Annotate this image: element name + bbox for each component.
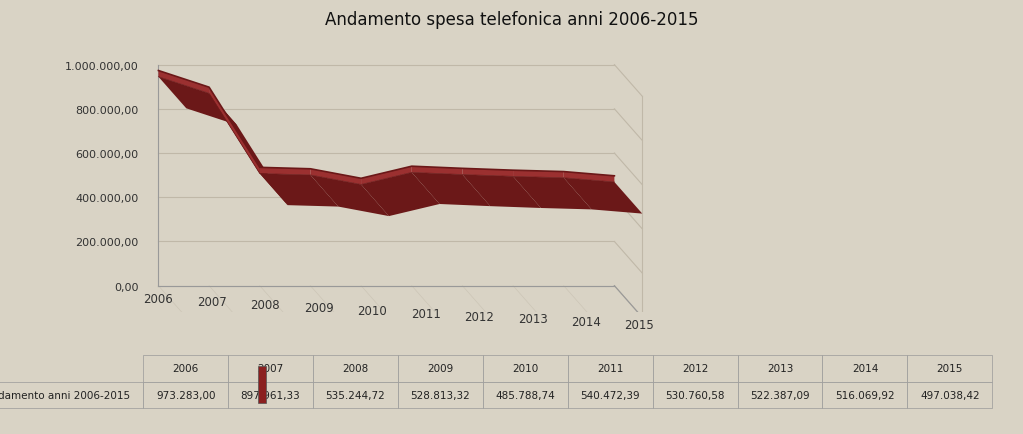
Text: 2007: 2007 (197, 296, 227, 309)
Bar (258, 367, 266, 403)
Polygon shape (209, 88, 260, 174)
Text: 2011: 2011 (410, 307, 441, 320)
Polygon shape (564, 172, 615, 183)
Polygon shape (462, 169, 514, 177)
Text: 2014: 2014 (571, 316, 601, 329)
Polygon shape (310, 169, 361, 185)
Polygon shape (462, 175, 541, 208)
Polygon shape (514, 177, 591, 210)
Polygon shape (159, 71, 209, 94)
Polygon shape (411, 173, 490, 207)
Polygon shape (209, 94, 287, 206)
Polygon shape (411, 167, 462, 175)
Text: 2013: 2013 (518, 313, 547, 326)
Polygon shape (260, 168, 310, 176)
Polygon shape (310, 176, 389, 217)
Polygon shape (361, 173, 440, 217)
Text: 2009: 2009 (304, 301, 333, 314)
Text: 2006: 2006 (143, 293, 173, 306)
Text: Andamento spesa telefonica anni 2006-2015: Andamento spesa telefonica anni 2006-201… (324, 11, 699, 29)
Polygon shape (159, 78, 237, 126)
Polygon shape (260, 174, 339, 207)
Text: 2010: 2010 (357, 304, 387, 317)
Text: 2008: 2008 (251, 298, 280, 311)
Polygon shape (361, 167, 411, 185)
Polygon shape (564, 178, 642, 214)
Text: 2015: 2015 (625, 319, 655, 332)
Text: 2012: 2012 (464, 310, 494, 323)
Polygon shape (514, 171, 564, 178)
